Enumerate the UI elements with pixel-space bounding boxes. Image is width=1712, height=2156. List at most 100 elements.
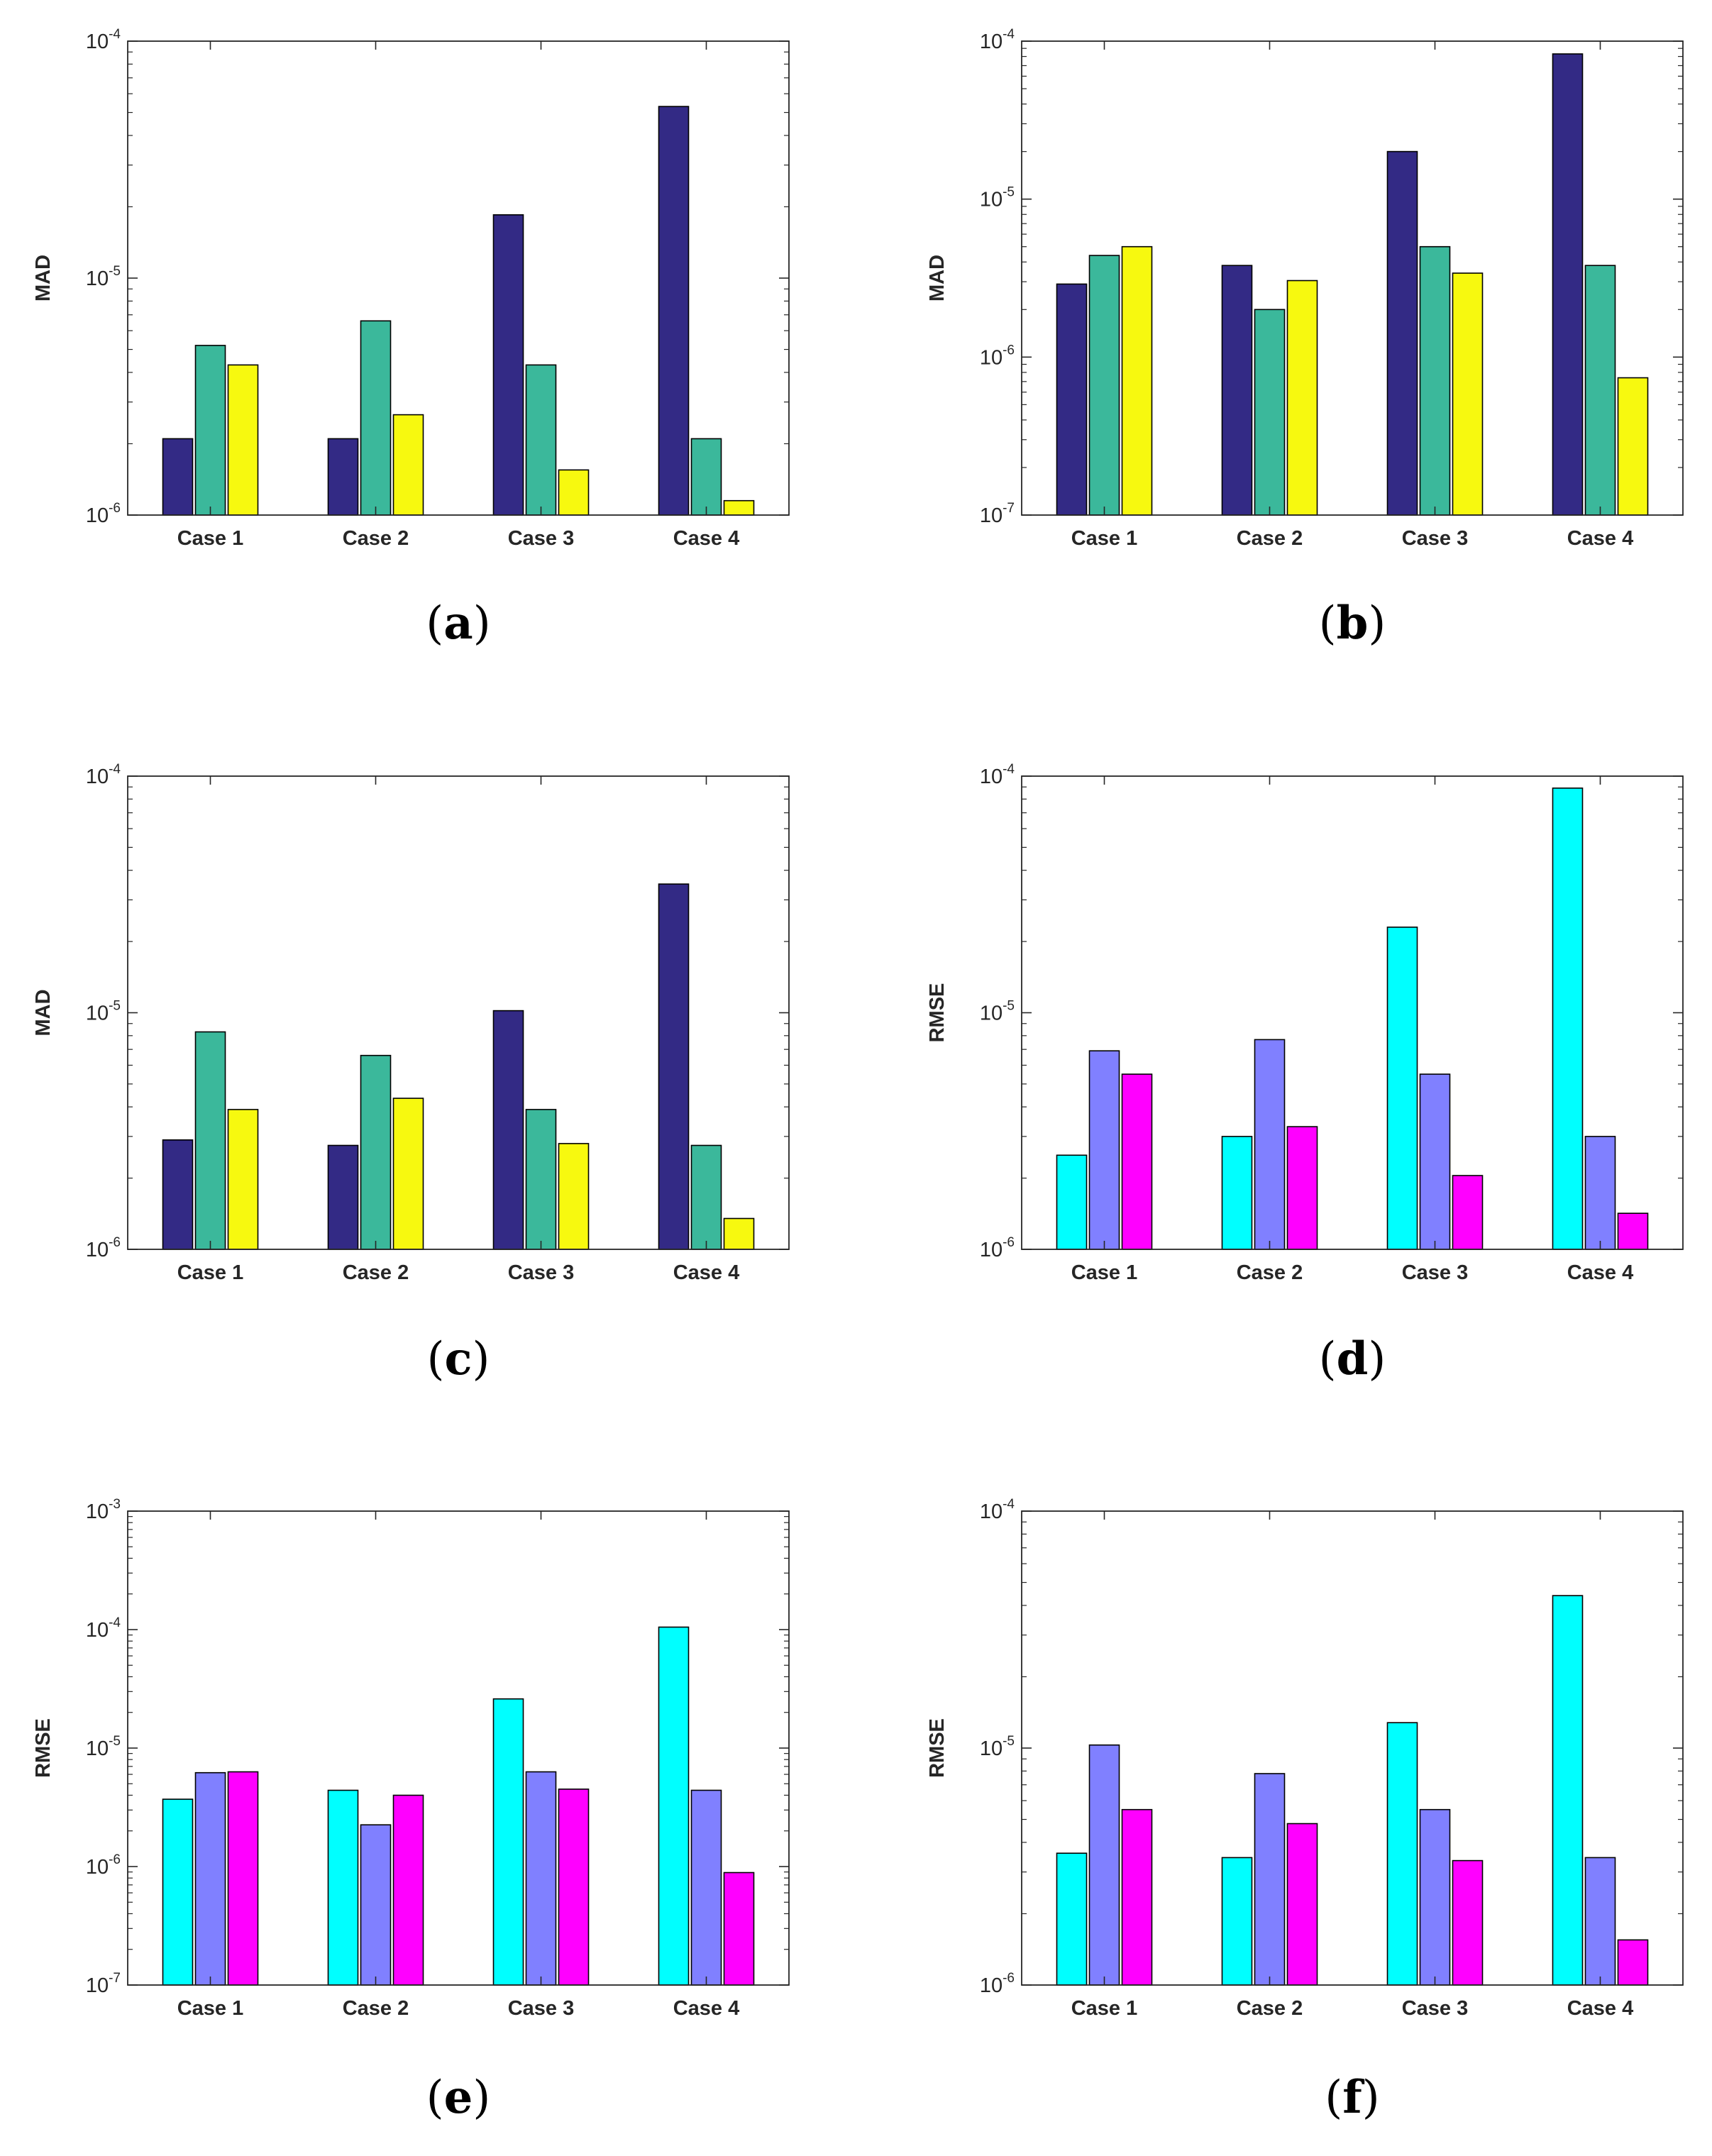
x-tick-label: Case 2	[1237, 1261, 1303, 1284]
bar-case-4-s2	[690, 1144, 722, 1250]
y-axis-title: MAD	[926, 255, 949, 302]
x-tick-label: Case 1	[177, 1997, 244, 2020]
x-tick-label: Case 4	[673, 1261, 740, 1284]
bar-case-3-s3	[558, 1789, 590, 1986]
panel-f: 10-6 10-5 10-4 Case 1 Case 2 Case 3 Case 4 RMSE…	[926, 1497, 1684, 2124]
bar-case-3-s3	[558, 1143, 590, 1250]
bar-case-4-s3	[1617, 377, 1649, 516]
bar-case-2-s1	[1221, 265, 1253, 516]
bar-case-2-s1	[1221, 1136, 1253, 1250]
bar-case-4-s3	[723, 499, 755, 516]
x-tick-label: Case 3	[508, 1261, 575, 1284]
bar-case-1-s1	[162, 438, 194, 516]
bar-case-1-s3	[227, 1109, 259, 1250]
y-tick-label: 10-5	[980, 1734, 1015, 1760]
bar-case-2-s1	[327, 1144, 359, 1250]
axes-box	[1021, 1510, 1684, 1986]
y-tick-label: 10-4	[86, 762, 121, 788]
x-tick-label: Case 2	[1237, 527, 1303, 550]
y-tick-label: 10-3	[86, 1497, 121, 1523]
bar-case-4-s1	[658, 1626, 690, 1986]
y-axis-title: MAD	[32, 989, 55, 1036]
x-tick-label: Case 3	[1402, 527, 1469, 550]
bar-case-4-s1	[1552, 1595, 1584, 1986]
bar-case-1-s3	[1121, 1808, 1153, 1986]
panel-label: (d)	[1319, 1332, 1386, 1386]
x-tick-label: Case 2	[1237, 1997, 1303, 2020]
bar-case-1-s2	[1088, 1744, 1120, 1986]
axes-box	[127, 775, 790, 1250]
bar-case-2-s3	[1286, 1126, 1318, 1250]
panel-a: 10-6 10-5 10-4 Case 1 Case 2 Case 3 Case 4 MAD (…	[32, 27, 790, 650]
bar-case-2-s2	[1254, 1039, 1286, 1250]
bar-case-3-s2	[1419, 245, 1451, 516]
bar-case-4-s1	[658, 883, 690, 1250]
bar-case-3-s1	[1386, 1722, 1418, 1986]
bar-case-2-s2	[360, 1824, 392, 1986]
bar-case-4-s3	[1617, 1212, 1649, 1250]
x-tick-label: Case 3	[1402, 1997, 1469, 2020]
bar-case-2-s3	[392, 1794, 424, 1986]
bar-case-2-s3	[1286, 280, 1318, 516]
axes-box	[127, 1510, 790, 1986]
bar-case-3-s1	[1386, 927, 1418, 1250]
x-tick-label: Case 4	[1567, 1997, 1634, 2020]
bar-case-4-s1	[1552, 53, 1584, 516]
bar-case-1-s2	[1088, 255, 1120, 516]
y-axis-title: RMSE	[32, 1718, 55, 1778]
bar-case-1-s2	[194, 345, 226, 516]
y-tick-label: 10-5	[86, 1734, 121, 1760]
panel-label: (f)	[1325, 2071, 1379, 2124]
bar-case-4-s1	[658, 106, 690, 516]
bar-case-1-s2	[194, 1031, 226, 1250]
panel-e: 10-7 10-6 10-5 10-4 10-3 Case 1 Case 2 Case 3 Ca…	[32, 1497, 790, 2124]
y-tick-label: 10-6	[980, 1971, 1015, 1997]
y-tick-label: 10-4	[980, 1497, 1015, 1523]
bar-case-1-s3	[227, 364, 259, 516]
bar-case-1-s1	[1056, 283, 1088, 516]
bar-case-3-s1	[492, 1698, 524, 1986]
bar-case-4-s2	[1584, 1857, 1616, 1986]
y-tick-label: 10-4	[980, 762, 1015, 788]
x-tick-label: Case 3	[1402, 1261, 1469, 1284]
bar-case-3-s1	[492, 1010, 524, 1250]
x-tick-label: Case 2	[343, 527, 409, 550]
x-tick-label: Case 1	[1071, 527, 1138, 550]
y-axis-title: RMSE	[926, 983, 949, 1043]
x-tick-label: Case 3	[508, 1997, 575, 2020]
bar-case-2-s1	[327, 1789, 359, 1986]
panel-label: (a)	[426, 597, 490, 650]
bar-case-3-s3	[1452, 272, 1484, 516]
y-tick-label: 10-5	[980, 999, 1015, 1025]
y-tick-label: 10-7	[86, 1971, 121, 1997]
panel-label: (e)	[426, 2071, 491, 2124]
bar-case-3-s3	[1452, 1859, 1484, 1986]
bar-case-2-s1	[327, 438, 359, 516]
bar-case-3-s3	[1452, 1175, 1484, 1250]
bar-case-2-s3	[392, 1098, 424, 1250]
y-tick-label: 10-5	[86, 264, 121, 290]
y-tick-label: 10-6	[86, 501, 121, 527]
y-tick-label: 10-6	[86, 1852, 121, 1879]
x-tick-label: Case 4	[673, 1997, 740, 2020]
y-tick-label: 10-6	[980, 1235, 1015, 1261]
bar-case-4-s3	[723, 1872, 755, 1986]
y-axis-title: RMSE	[926, 1718, 949, 1778]
x-tick-label: Case 2	[343, 1997, 409, 2020]
bar-case-1-s2	[194, 1771, 226, 1986]
y-axis-title: MAD	[32, 255, 55, 302]
x-tick-label: Case 1	[177, 1261, 244, 1284]
bar-case-3-s2	[525, 1771, 557, 1986]
bar-case-3-s2	[525, 1109, 557, 1250]
bar-case-2-s2	[360, 320, 392, 516]
x-tick-label: Case 1	[1071, 1261, 1138, 1284]
bar-case-1-s1	[162, 1798, 194, 1986]
bar-case-3-s2	[1419, 1073, 1451, 1250]
bar-case-4-s1	[1552, 787, 1584, 1250]
bar-case-3-s3	[558, 469, 590, 516]
panel-b: 10-7 10-6 10-5 10-4 Case 1 Case 2 Case 3 Case 4…	[926, 27, 1684, 650]
panel-d: 10-6 10-5 10-4 Case 1 Case 2 Case 3 Case 4 RMSE…	[926, 762, 1684, 1386]
bar-case-3-s1	[492, 214, 524, 516]
plot-area	[1022, 41, 1683, 515]
